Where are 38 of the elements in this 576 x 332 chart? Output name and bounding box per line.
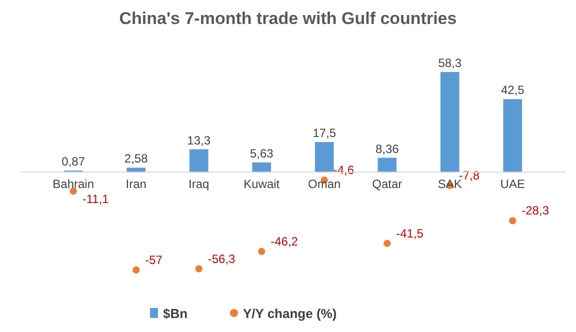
data-label: -57	[145, 253, 163, 267]
data-label: -41,5	[396, 226, 424, 240]
data-label: 2,58	[124, 152, 148, 166]
data-label: -4,6	[333, 163, 354, 178]
point	[258, 248, 266, 256]
x-tick-label: Bahrain	[52, 177, 94, 192]
data-label: -56,3	[208, 252, 236, 266]
bar	[126, 168, 146, 172]
bar	[314, 142, 334, 172]
point	[195, 265, 202, 272]
x-tick-label: Qatar	[372, 177, 402, 192]
point	[509, 217, 516, 224]
point	[132, 266, 140, 274]
data-label: 42,5	[500, 83, 525, 98]
data-label: -7,8	[458, 168, 480, 183]
legend-label: Y/Y change (%)	[243, 306, 337, 321]
bar	[189, 149, 208, 172]
x-tick-label: Kuwait	[244, 177, 280, 192]
x-tick-label: UAE	[500, 177, 525, 192]
data-label: -28,3	[522, 204, 550, 218]
data-label: -46,2	[270, 234, 298, 248]
point	[384, 240, 391, 247]
data-label: 0,87	[62, 154, 86, 169]
data-label: 5,63	[250, 146, 274, 160]
data-label: -11,1	[82, 192, 110, 206]
x-tick-label: Iran	[126, 177, 146, 192]
data-label: 8,36	[375, 142, 400, 156]
x-tick-label: Iraq	[188, 177, 210, 192]
bar	[252, 162, 272, 172]
legend-label: $Bn	[163, 306, 188, 321]
bar	[440, 72, 460, 172]
chart-title: China's 7-month trade with Gulf countries	[119, 9, 457, 28]
data-label: 13,3	[187, 133, 211, 148]
x-tick-label: Oman	[308, 177, 341, 192]
bar	[503, 99, 522, 172]
data-label: 17,5	[312, 126, 336, 140]
data-label: 58,3	[438, 56, 462, 70]
bar	[378, 158, 397, 172]
